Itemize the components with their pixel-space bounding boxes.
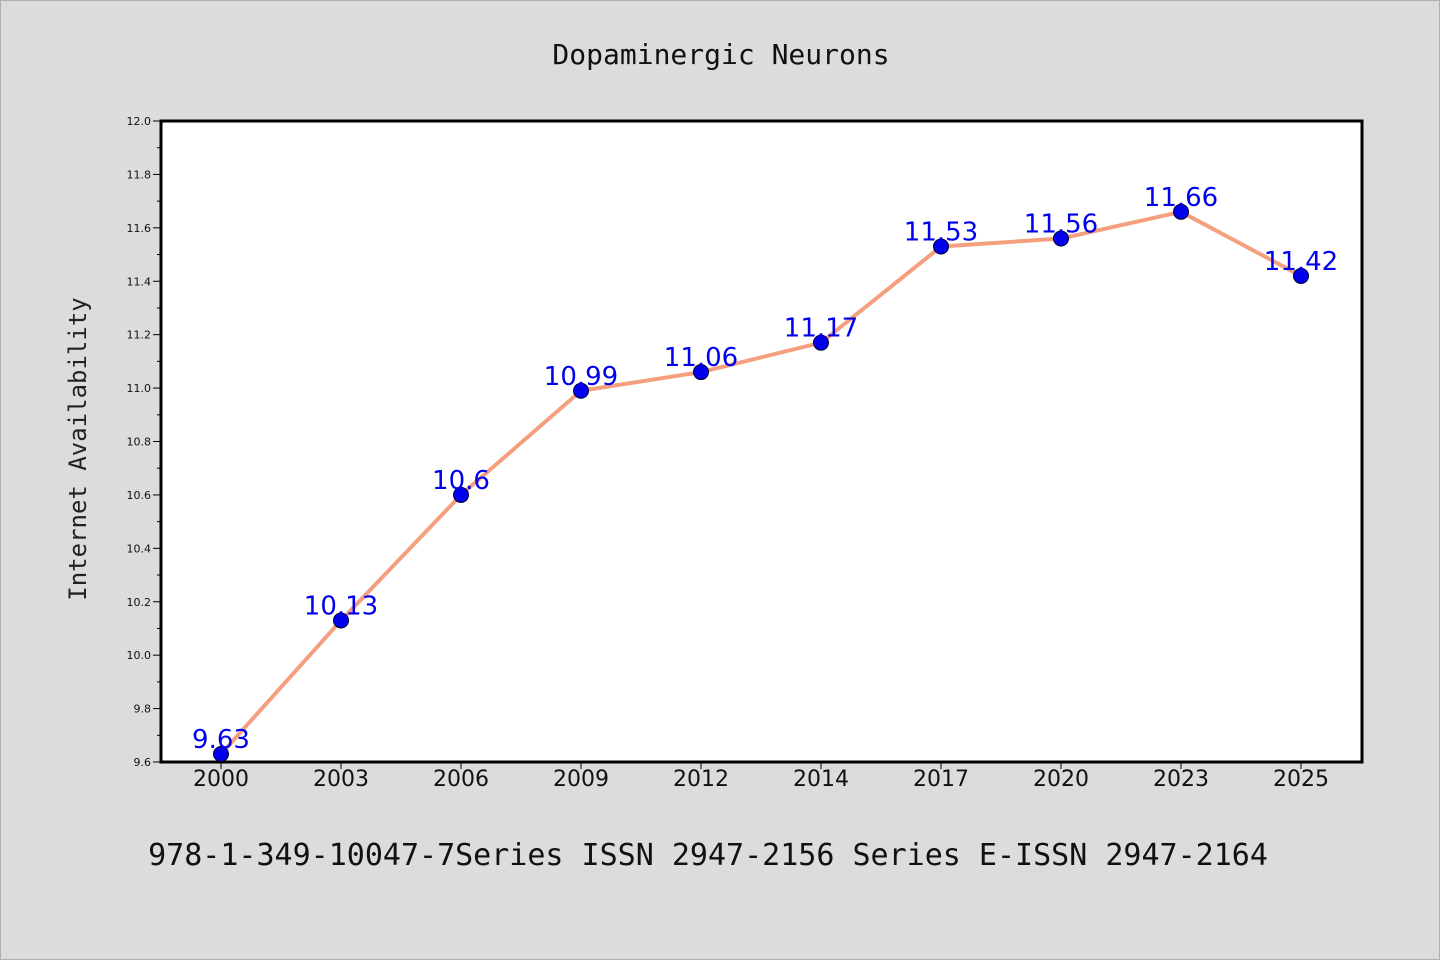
data-label: 11.42 bbox=[1264, 247, 1338, 277]
data-label: 11.06 bbox=[664, 343, 738, 373]
x-tick-label: 2012 bbox=[673, 767, 729, 792]
x-tick-label: 2000 bbox=[193, 767, 249, 792]
x-tick-label: 2020 bbox=[1033, 767, 1089, 792]
y-tick-label: 10.2 bbox=[127, 596, 152, 609]
y-tick-label: 11.4 bbox=[127, 275, 152, 288]
x-tick-label: 2023 bbox=[1153, 767, 1209, 792]
data-label: 11.17 bbox=[784, 314, 858, 344]
data-label: 9.63 bbox=[192, 725, 250, 755]
y-axis-label: Internet Availability bbox=[64, 297, 92, 600]
y-tick-label: 11.2 bbox=[127, 329, 152, 342]
data-point bbox=[1293, 267, 1309, 284]
x-tick-label: 2025 bbox=[1273, 767, 1329, 792]
y-tick-label: 9.6 bbox=[134, 756, 152, 769]
data-point bbox=[1053, 230, 1069, 247]
x-tick-label: 2017 bbox=[913, 767, 969, 792]
data-label: 10.99 bbox=[544, 362, 618, 392]
y-tick-label: 11.0 bbox=[127, 382, 152, 395]
y-tick-label: 10.6 bbox=[127, 489, 152, 502]
plot-area bbox=[159, 119, 1364, 764]
y-tick-label: 10.8 bbox=[127, 436, 152, 449]
y-tick-label: 11.6 bbox=[127, 222, 152, 235]
series-points bbox=[213, 203, 1309, 762]
data-point bbox=[1173, 203, 1189, 220]
y-tick-label: 11.8 bbox=[127, 168, 152, 181]
y-tick-label: 10.4 bbox=[127, 542, 152, 555]
data-labels: 9.63 10.13 10.6 10.99 11.06 11.17 11.53 11.56 11… bbox=[192, 183, 1338, 755]
x-tick-label: 2014 bbox=[793, 767, 849, 792]
y-tick-label: 9.8 bbox=[134, 703, 152, 716]
data-point bbox=[933, 238, 949, 255]
footer-isbn-text: 978-1-349-10047-7Series ISSN 2947-2156 S… bbox=[148, 838, 1268, 873]
x-tick-label: 2006 bbox=[433, 767, 489, 792]
chart-title: Dopaminergic Neurons bbox=[552, 38, 889, 71]
series-lines bbox=[219, 209, 1303, 756]
series-line bbox=[219, 209, 1303, 756]
data-point bbox=[693, 364, 709, 381]
y-axis-ticks: 9.6 9.8 10.0 10.2 10.4 10.6 10.8 11.0 11.2 11.4 11… bbox=[127, 115, 161, 769]
data-point bbox=[453, 486, 469, 503]
data-label: 11.66 bbox=[1144, 183, 1218, 213]
y-tick-label: 10.0 bbox=[127, 649, 152, 662]
data-label: 10.6 bbox=[432, 466, 490, 496]
y-tick-label: 12.0 bbox=[127, 115, 152, 128]
data-point bbox=[213, 745, 229, 762]
x-tick-label: 2003 bbox=[313, 767, 369, 792]
x-axis-ticks: 2000 2003 2006 2009 2012 2014 2017 2020 2023 2025 bbox=[193, 762, 1329, 792]
x-tick-label: 2009 bbox=[553, 767, 609, 792]
data-label: 11.56 bbox=[1024, 210, 1098, 240]
data-label: 10.13 bbox=[304, 591, 378, 621]
data-label: 11.53 bbox=[904, 218, 978, 248]
data-point bbox=[813, 334, 829, 351]
data-point bbox=[573, 382, 589, 399]
data-point bbox=[333, 612, 349, 629]
